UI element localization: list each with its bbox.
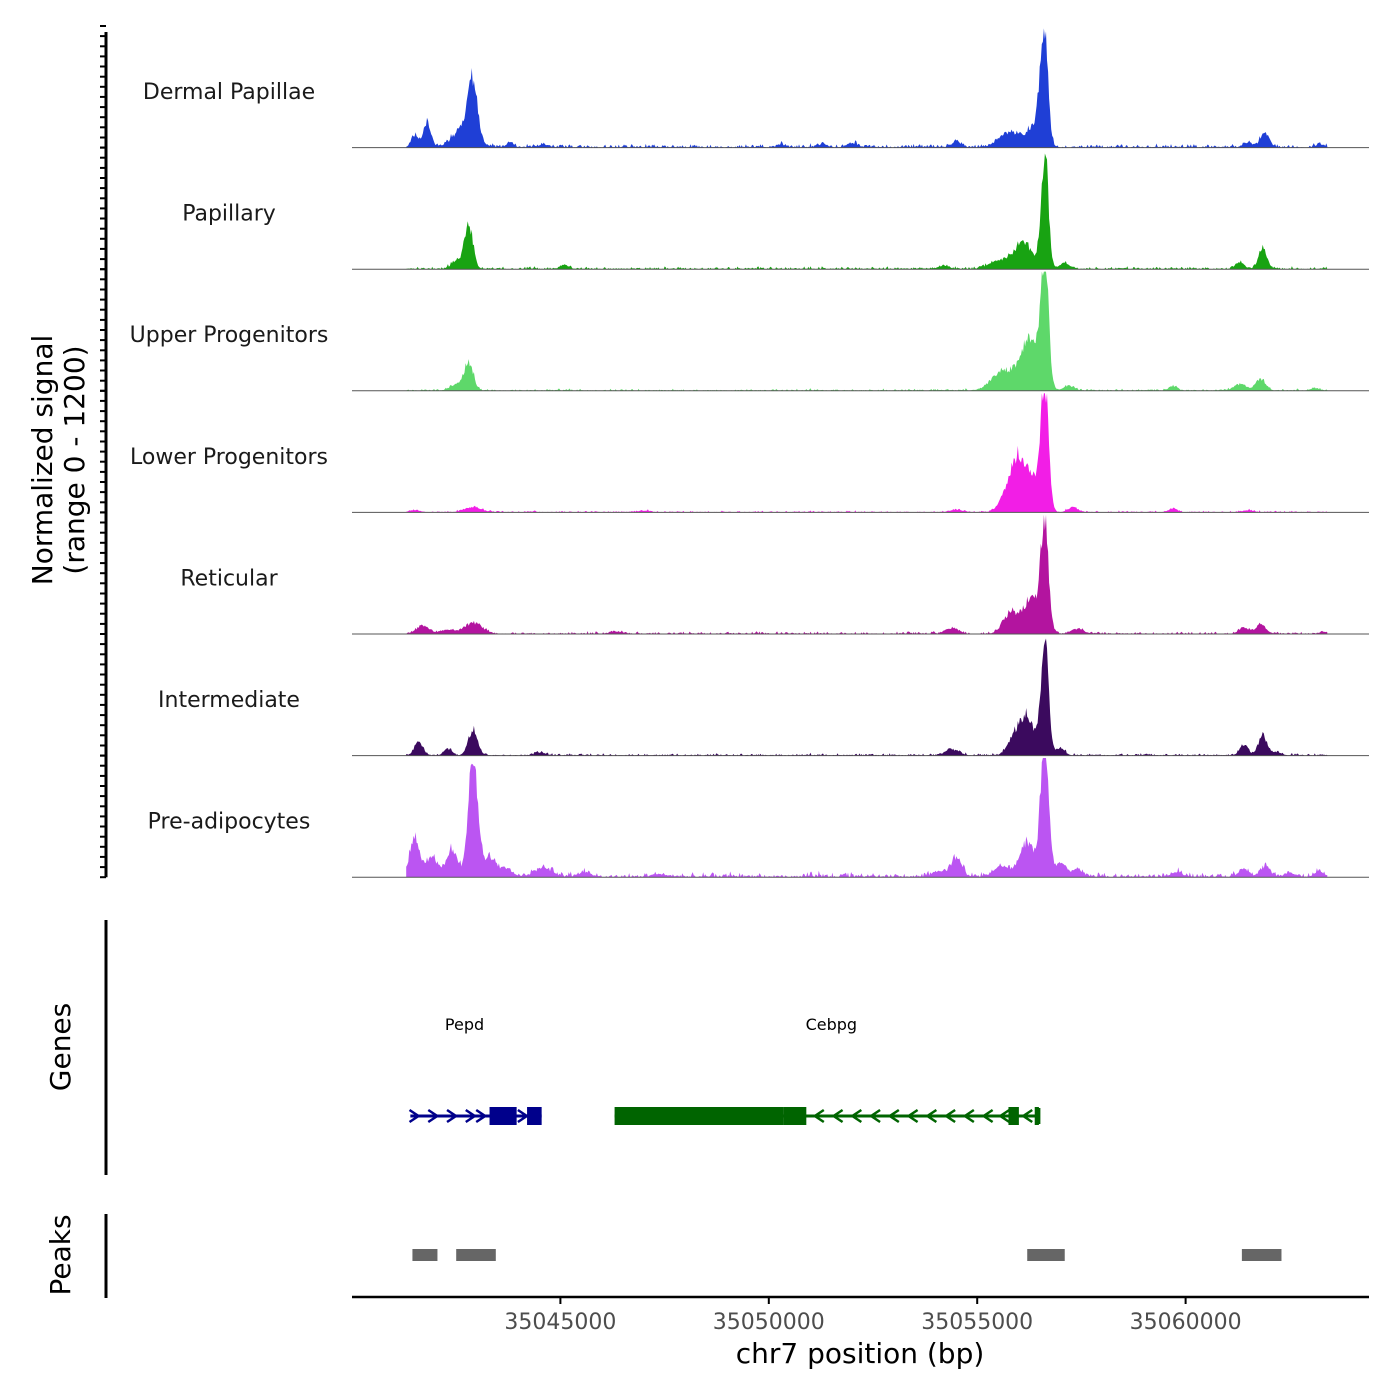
strand-arrow [465,1108,478,1124]
coverage-tracks: Dermal Papillae Papillary Upper Progenitor… [130,28,1369,878]
gene-label: Cebpg [806,1015,857,1034]
track-intermediate: Intermediate [158,638,1369,757]
strand-arrow [998,1108,1010,1124]
gene-exon [527,1107,542,1125]
track-label: Papillary [182,202,276,227]
strand-arrow [868,1108,881,1124]
coverage-area [406,638,1328,756]
strand-arrow [1020,1108,1033,1124]
strand-arrow [943,1108,956,1124]
x-axis: 35045000 35050000 35055000 35060000 chr7 po… [352,1295,1369,1370]
strand-arrow [475,1108,488,1124]
strand-arrow [427,1108,440,1124]
peak-region [1241,1249,1282,1261]
peaks-panel: Peaks [44,1214,1282,1298]
track-label: Lower Progenitors [130,445,328,470]
track-papillary: Papillary [182,153,1369,270]
y-axis-title-line2: (range 0 - 1200) [58,345,91,574]
track-reticular: Reticular [180,514,1369,635]
x-tick-label: 35055000 [921,1310,1033,1335]
track-pre-adipocytes: Pre-adipocytes [148,758,1369,878]
track-lower-progenitors: Lower Progenitors [130,393,1369,513]
gene-exon [1008,1107,1019,1125]
strand-arrow [925,1108,938,1124]
coverage-area [406,758,1328,878]
track-label: Dermal Papillae [143,80,315,105]
strand-arrow [408,1108,421,1124]
peak-region [456,1249,496,1261]
gene-cebpg: Cebpg [614,1015,1041,1125]
coverage-area [406,153,1328,270]
gene-exon [1034,1107,1039,1125]
gene-exon [489,1107,517,1125]
strand-arrow [517,1108,530,1124]
coverage-area [406,393,1328,513]
genes-panel-title: Genes [44,1003,77,1091]
gene-label: Pepd [445,1015,484,1034]
peak-region [1027,1249,1065,1261]
x-tick-label: 35045000 [504,1310,616,1335]
peak-region [412,1249,438,1261]
track-dermal-papillae: Dermal Papillae [143,28,1369,149]
coverage-area [406,271,1328,391]
y-axis-title: Normalized signal (range 0 - 1200) [26,335,91,586]
x-tick-label: 35060000 [1130,1310,1242,1335]
track-upper-progenitors: Upper Progenitors [130,271,1369,392]
coverage-y-axis [100,25,108,879]
strand-arrow [831,1108,844,1124]
strand-arrow [887,1108,900,1124]
gene-exon [783,1107,807,1125]
strand-arrow [850,1108,863,1124]
y-axis-title-line1: Normalized signal [26,335,59,586]
track-label: Reticular [180,566,278,591]
peaks-panel-title: Peaks [44,1214,77,1295]
strand-arrow [906,1108,919,1124]
x-axis-title: chr7 position (bp) [736,1337,985,1370]
x-tick-label: 35050000 [713,1310,825,1335]
coverage-area [406,28,1328,148]
track-label: Intermediate [158,688,300,713]
gene-models: Pepd Cebpg [408,1015,1041,1125]
peak-regions [412,1249,1282,1261]
x-axis-ticks: 35045000 35050000 35055000 35060000 [504,1297,1242,1335]
strand-arrow [962,1108,975,1124]
gene-pepd: Pepd [408,1015,542,1125]
strand-arrow [446,1108,459,1124]
track-label: Upper Progenitors [130,323,329,348]
gene-exon [614,1107,784,1125]
strand-arrow [981,1108,994,1124]
coverage-area [406,514,1328,634]
track-label: Pre-adipocytes [148,810,311,835]
strand-arrow [812,1108,825,1124]
genes-panel: Genes Pepd Cebpg [44,920,1041,1175]
